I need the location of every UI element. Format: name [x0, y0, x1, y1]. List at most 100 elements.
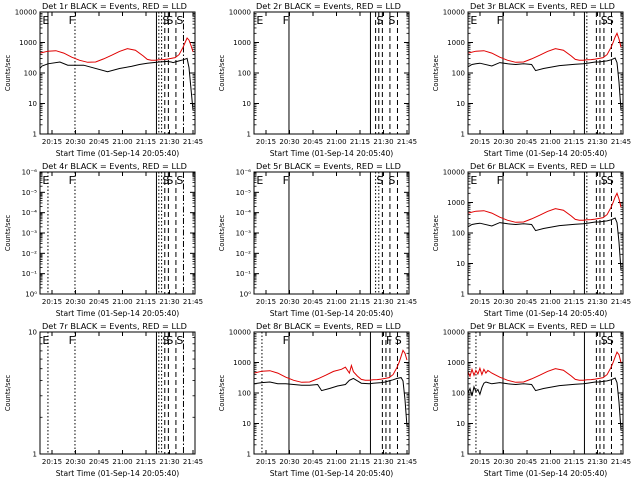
- x-tick-label: 20:45: [89, 458, 109, 466]
- chart-panel-9: Det 9r BLACK = Events, RED = LLD Counts/s…: [432, 321, 631, 478]
- plot-frame: [39, 171, 196, 295]
- annotation-letter: E: [256, 14, 263, 27]
- annotation-letter: S: [388, 174, 395, 187]
- y-tick-label: 1: [461, 291, 465, 299]
- events-series-line: [467, 217, 622, 271]
- y-tick-label: 10⁻⁶: [22, 169, 38, 177]
- x-tick-label: 21:00: [540, 298, 560, 306]
- events-series-line: [39, 57, 194, 111]
- x-tick-label: 21:45: [183, 298, 203, 306]
- x-tick-label: 21:45: [611, 298, 631, 306]
- annotation-letter: E: [256, 174, 263, 187]
- annotation-letter: S: [376, 14, 383, 27]
- x-tick-label: 21:30: [159, 458, 179, 466]
- y-tick-label: 100: [24, 70, 37, 78]
- y-tick-label: 10: [242, 100, 251, 108]
- chart-panel-4: Det 4r BLACK = Events, RED = LLD Counts/s…: [4, 161, 203, 318]
- annotation-letter: S: [176, 174, 183, 187]
- x-tick-label: 20:15: [470, 138, 490, 146]
- x-tick-label: 20:45: [517, 138, 537, 146]
- x-tick-label: 20:15: [470, 298, 490, 306]
- x-tick-label: 20:15: [470, 458, 490, 466]
- panel-title: Det 9r BLACK = Events, RED = LLD: [470, 321, 615, 331]
- plot-frame: [253, 171, 410, 295]
- x-tick-label: 21:15: [136, 458, 156, 466]
- y-tick-label: 10⁰: [239, 291, 251, 299]
- y-tick-label: 10: [28, 100, 37, 108]
- x-tick-label: 21:00: [326, 458, 346, 466]
- x-tick-label: 20:30: [279, 298, 299, 306]
- x-axis-label: Start Time (01-Sep-14 20:05:40): [484, 149, 608, 158]
- annotation-letter: S: [607, 174, 614, 187]
- y-tick-label: 10⁻¹: [22, 270, 38, 278]
- y-tick-label: 1: [461, 131, 465, 139]
- x-tick-label: 20:30: [279, 458, 299, 466]
- y-axis-label: Counts/sec: [4, 214, 12, 251]
- x-tick-label: 21:00: [540, 138, 560, 146]
- y-tick-label: 100: [238, 70, 251, 78]
- x-tick-label: 21:30: [587, 138, 607, 146]
- x-tick-label: 21:45: [611, 138, 631, 146]
- annotation-letter: F: [386, 334, 392, 347]
- events-series-line: [467, 57, 622, 111]
- y-tick-label: 10: [28, 329, 37, 337]
- x-tick-label: 21:30: [373, 298, 393, 306]
- chart-panel-5: Det 5r BLACK = Events, RED = LLD Counts/s…: [218, 161, 417, 318]
- annotation-letter: S: [166, 174, 173, 187]
- chart-panel-6: Det 6r BLACK = Events, RED = LLD Counts/s…: [432, 161, 631, 318]
- y-tick-label: 10⁻³: [236, 230, 252, 238]
- panel-title: Det 8r BLACK = Events, RED = LLD: [256, 321, 401, 331]
- x-tick-label: 20:45: [89, 138, 109, 146]
- y-tick-label: 10⁻⁵: [236, 189, 252, 197]
- annotation-letter: F: [283, 334, 289, 347]
- annotation-letter: E: [42, 174, 49, 187]
- chart-panel-3: Det 3r BLACK = Events, RED = LLD Counts/s…: [432, 1, 631, 158]
- panel-title: Det 7r BLACK = Events, RED = LLD: [42, 321, 187, 331]
- y-tick-label: 10⁻³: [22, 230, 38, 238]
- y-tick-label: 1000: [447, 39, 465, 47]
- y-axis-label: Counts/sec: [432, 214, 440, 251]
- annotation-letter: S: [395, 334, 402, 347]
- annotation-letter: E: [470, 174, 477, 187]
- x-tick-label: 20:15: [256, 298, 276, 306]
- x-tick-label: 21:30: [587, 298, 607, 306]
- y-tick-label: 10: [456, 100, 465, 108]
- x-tick-label: 21:45: [397, 138, 417, 146]
- x-tick-label: 20:45: [517, 458, 537, 466]
- y-tick-label: 100: [452, 390, 465, 398]
- annotation-letter: S: [601, 14, 608, 27]
- plot-frame: [467, 331, 624, 455]
- y-tick-label: 10⁻²: [22, 250, 38, 258]
- panel-title: Det 5r BLACK = Events, RED = LLD: [256, 161, 401, 171]
- annotation-letter: S: [601, 334, 608, 347]
- x-tick-label: 21:45: [183, 138, 203, 146]
- y-tick-label: 100: [452, 230, 465, 238]
- plot-frame: [253, 331, 410, 455]
- y-tick-label: 1000: [233, 359, 251, 367]
- x-tick-label: 21:00: [112, 458, 132, 466]
- y-tick-label: 1000: [447, 359, 465, 367]
- y-tick-label: 1: [247, 131, 251, 139]
- annotation-letter: S: [607, 14, 614, 27]
- y-tick-label: 10⁻⁴: [236, 209, 252, 217]
- x-tick-label: 21:45: [611, 458, 631, 466]
- x-tick-label: 21:30: [373, 138, 393, 146]
- panel-title: Det 2r BLACK = Events, RED = LLD: [256, 1, 401, 11]
- annotation-letter: S: [376, 174, 383, 187]
- x-axis-label: Start Time (01-Sep-14 20:05:40): [56, 149, 180, 158]
- y-tick-label: 10⁻⁴: [22, 209, 38, 217]
- lld-series-line: [253, 349, 408, 383]
- events-series-line: [253, 377, 408, 427]
- x-axis-label: Start Time (01-Sep-14 20:05:40): [56, 309, 180, 318]
- x-tick-label: 20:30: [65, 138, 85, 146]
- x-tick-label: 21:15: [564, 138, 584, 146]
- x-tick-label: 20:15: [42, 138, 62, 146]
- x-tick-label: 21:15: [136, 138, 156, 146]
- x-tick-label: 20:45: [303, 138, 323, 146]
- annotation-letter: F: [283, 174, 289, 187]
- x-tick-label: 21:15: [350, 458, 370, 466]
- x-tick-label: 20:15: [256, 138, 276, 146]
- x-tick-label: 21:45: [397, 298, 417, 306]
- annotation-letter: F: [283, 14, 289, 27]
